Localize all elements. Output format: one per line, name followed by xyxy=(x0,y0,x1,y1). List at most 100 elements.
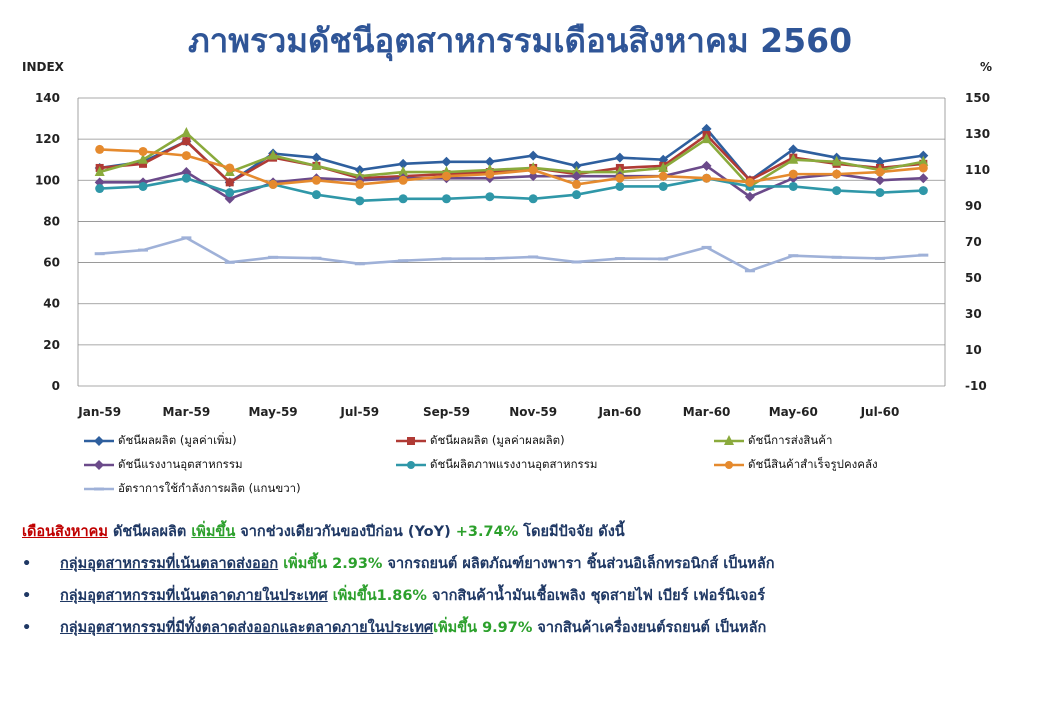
data-point xyxy=(701,133,712,144)
data-point xyxy=(744,191,755,202)
data-point xyxy=(875,188,885,198)
bullet-icon: • xyxy=(22,556,32,572)
data-point xyxy=(788,169,798,179)
legend-item: ดัชนีผลผลิต (มูลค่าเพิ่ม) xyxy=(84,432,237,450)
data-point xyxy=(181,126,192,137)
data-point xyxy=(311,175,321,185)
y2-tick-label: 10 xyxy=(965,343,982,357)
data-point xyxy=(355,179,365,189)
data-point xyxy=(181,151,191,161)
bullet-item: • กลุ่มอุตสาหกรรมที่มีทั้งตลาดส่งออกและตล… xyxy=(22,616,766,639)
bullet-detail: จากรถยนต์ ผลิตภัณฑ์ยางพารา ชิ้นส่วนอิเล็… xyxy=(382,556,775,572)
data-point xyxy=(701,160,712,171)
y-tick-label: 120 xyxy=(35,132,60,146)
x-tick-label: Mar-60 xyxy=(683,405,731,419)
data-point xyxy=(918,150,929,161)
y2-tick-label: 70 xyxy=(965,235,982,249)
data-point xyxy=(484,156,495,167)
data-point xyxy=(311,159,322,170)
bullet-change: เพิ่มขึ้น1.86% xyxy=(327,588,427,604)
bullet-item: • กลุ่มอุตสาหกรรมที่เน้นตลาดส่งออก เพิ่มข… xyxy=(22,552,775,575)
data-point xyxy=(614,166,625,177)
data-point xyxy=(441,194,451,204)
bullet-detail: จากสินค้าเครื่องยนต์รถยนต์ เป็นหลัก xyxy=(532,620,767,636)
data-point xyxy=(918,163,928,173)
data-point xyxy=(398,158,409,169)
legend-item: ดัชนีการส่งสินค้า xyxy=(714,432,832,450)
data-point xyxy=(311,190,321,200)
y2-tick-label: 50 xyxy=(965,271,982,285)
y-tick-label: 20 xyxy=(43,338,60,352)
y2-tick-label: 30 xyxy=(965,307,982,321)
y-tick-label: 60 xyxy=(43,256,60,270)
data-point xyxy=(485,169,495,179)
yoy-value: +3.74% xyxy=(455,524,519,540)
legend-swatch xyxy=(714,435,744,445)
data-point xyxy=(658,171,668,181)
data-point xyxy=(138,153,149,164)
summary-text-3: โดยมีปัจจัย ดังนี้ xyxy=(518,524,625,540)
x-tick-label: May-59 xyxy=(248,405,297,419)
legend-label: ดัชนีแรงงานอุตสาหกรรม xyxy=(118,457,243,471)
legend-swatch xyxy=(714,461,744,469)
data-point xyxy=(615,173,625,183)
x-tick-label: Jan-59 xyxy=(77,405,121,419)
data-point xyxy=(181,173,191,183)
legend-label: ดัชนีการส่งสินค้า xyxy=(748,433,833,447)
data-point xyxy=(225,163,235,173)
y2-tick-label: 90 xyxy=(965,199,982,213)
data-point xyxy=(572,190,582,200)
data-point xyxy=(441,156,452,167)
data-point xyxy=(398,175,408,185)
data-point xyxy=(788,153,799,164)
x-tick-label: Jul-60 xyxy=(860,405,900,419)
data-point xyxy=(528,165,538,175)
data-point xyxy=(311,152,322,163)
legend-item: ดัชนีสินค้าสำเร็จรูปคงคลัง xyxy=(714,456,878,474)
x-tick-label: Jan-60 xyxy=(597,405,641,419)
legend-label: ดัชนีผลผลิต (มูลค่าเพิ่ม) xyxy=(118,433,237,447)
data-point xyxy=(441,171,451,181)
data-point xyxy=(658,181,668,191)
bullet-change: เพิ่มขึ้น 2.93% xyxy=(278,556,383,572)
legend-item: ดัชนีแรงงานอุตสาหกรรม xyxy=(84,456,243,474)
summary-line: เดือนสิงหาคม ดัชนีผลผลิต เพิ่มขึ้น จากช่… xyxy=(22,520,625,543)
data-point xyxy=(485,192,495,202)
y2-tick-label: 110 xyxy=(965,163,990,177)
bullet-icon: • xyxy=(22,620,32,636)
legend-label: ดัชนีผลิตภาพแรงงานอุตสาหกรรม xyxy=(430,457,598,471)
data-point xyxy=(268,179,278,189)
data-point xyxy=(139,159,148,168)
data-point xyxy=(355,196,365,206)
page-title: ภาพรวมดัชนีอุตสาหกรรมเดือนสิงหาคม 2560 xyxy=(187,21,853,60)
data-point xyxy=(268,149,279,160)
data-point xyxy=(354,170,365,181)
chart: 0 20 40 60 80 100 120 140 -10 10 30 50 70 90 110 130 150… xyxy=(35,91,990,419)
data-point xyxy=(94,166,105,177)
data-point xyxy=(528,194,538,204)
data-point xyxy=(138,146,148,156)
data-point xyxy=(614,152,625,163)
data-point xyxy=(95,184,105,194)
data-point xyxy=(832,186,842,196)
data-point xyxy=(182,137,191,146)
data-point xyxy=(788,144,799,155)
data-point xyxy=(918,155,929,166)
y-tick-label: 40 xyxy=(43,297,60,311)
legend-label: ดัชนีผลผลิต (มูลค่าผลผลิต) xyxy=(430,433,565,447)
legend-swatch xyxy=(84,460,114,470)
legend-swatch xyxy=(84,436,114,446)
bullet-item: • กลุ่มอุตสาหกรรมที่เน้นตลาดภายในประเทศ เ… xyxy=(22,584,765,607)
legend-swatch xyxy=(84,487,114,491)
legend-label: อัตราการใช้กำลังการผลิต (แกนขวา) xyxy=(118,481,301,495)
data-point xyxy=(702,173,712,183)
series-line xyxy=(99,176,924,203)
bullet-change: เพิ่มขึ้น 9.97% xyxy=(433,620,533,636)
summary-text-2: จากช่วงเดียวกันของปีก่อน (YoY) xyxy=(235,524,456,540)
data-point xyxy=(95,144,105,154)
bullet-group: กลุ่มอุตสาหกรรมที่เน้นตลาดภายในประเทศ xyxy=(60,588,328,604)
legend-item: อัตราการใช้กำลังการผลิต (แกนขวา) xyxy=(84,480,301,498)
data-point xyxy=(918,173,929,184)
legend-swatch xyxy=(396,461,426,469)
summary-text-1: ดัชนีผลผลิต xyxy=(107,524,192,540)
